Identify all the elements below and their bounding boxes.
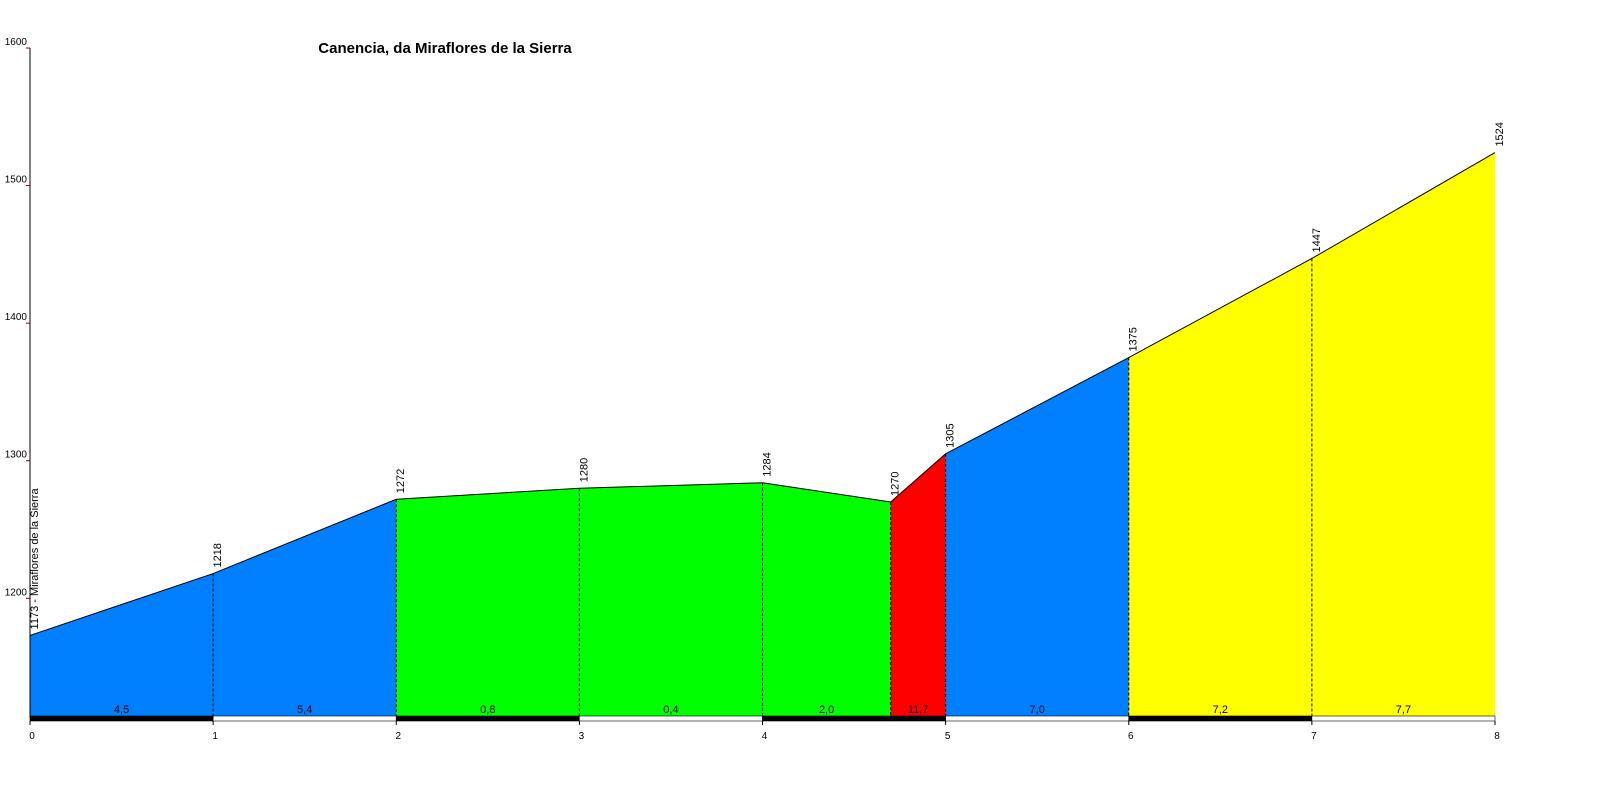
elevation-label: 1218 — [212, 543, 224, 567]
elevation-label: 1447 — [1311, 228, 1323, 252]
y-tick-label: 1400 — [5, 312, 28, 323]
x-tick-label: 2 — [395, 731, 401, 742]
segment — [762, 482, 891, 718]
elevation-label: 1305 — [945, 423, 957, 447]
segment — [890, 453, 946, 718]
y-tick-label: 1500 — [5, 175, 28, 186]
gradient-label: 2,0 — [819, 704, 834, 716]
km-bar — [29, 715, 214, 722]
x-tick-label: 6 — [1128, 731, 1134, 742]
km-bar — [1128, 715, 1313, 722]
km-bar — [945, 715, 1130, 722]
km-bar — [212, 715, 397, 722]
elevation-label: 1375 — [1128, 327, 1140, 351]
y-tick-label: 1300 — [5, 450, 28, 461]
elevation-label: 1272 — [395, 469, 407, 493]
segment — [396, 488, 580, 718]
segment — [213, 499, 397, 718]
chart-title: Canencia, da Miraflores de la Sierra — [318, 40, 572, 57]
x-tick-label: 7 — [1311, 731, 1317, 742]
elevation-label: 1284 — [762, 452, 774, 476]
gradient-label: 0,4 — [663, 704, 678, 716]
gradient-label: 7,2 — [1213, 704, 1228, 716]
km-bar — [579, 715, 763, 722]
x-tick-label: 4 — [762, 731, 768, 742]
x-tick-label: 5 — [945, 731, 951, 742]
km-bar — [762, 715, 946, 722]
gradient-label: 7,7 — [1396, 704, 1411, 716]
profile-line — [29, 152, 1496, 636]
x-tick-label: 8 — [1494, 731, 1500, 742]
elevation-label: 1280 — [578, 458, 590, 482]
y-tick-label: 1200 — [5, 587, 28, 598]
segment — [30, 573, 214, 718]
elevation-label: 1270 — [890, 472, 902, 496]
x-tick-label: 0 — [29, 731, 35, 742]
x-tick-label: 1 — [212, 731, 218, 742]
x-tick-label: 3 — [579, 731, 585, 742]
gradient-label: 7,0 — [1030, 704, 1045, 716]
km-bar — [395, 715, 580, 722]
km-bar — [1311, 715, 1496, 722]
gradient-label: 5,4 — [297, 704, 312, 716]
segment — [1311, 152, 1495, 718]
segment — [579, 482, 763, 718]
y-tick-label: 1600 — [5, 37, 28, 48]
segment — [945, 357, 1129, 718]
gradient-label: 0,8 — [480, 704, 495, 716]
elevation-label: 1524 — [1494, 122, 1506, 146]
segment — [1128, 258, 1312, 718]
gradient-label: 4,5 — [114, 704, 129, 716]
elevation-label: 1173 - Miraflores de la Sierra — [29, 488, 41, 630]
gradient-label: 11,7 — [908, 704, 929, 716]
